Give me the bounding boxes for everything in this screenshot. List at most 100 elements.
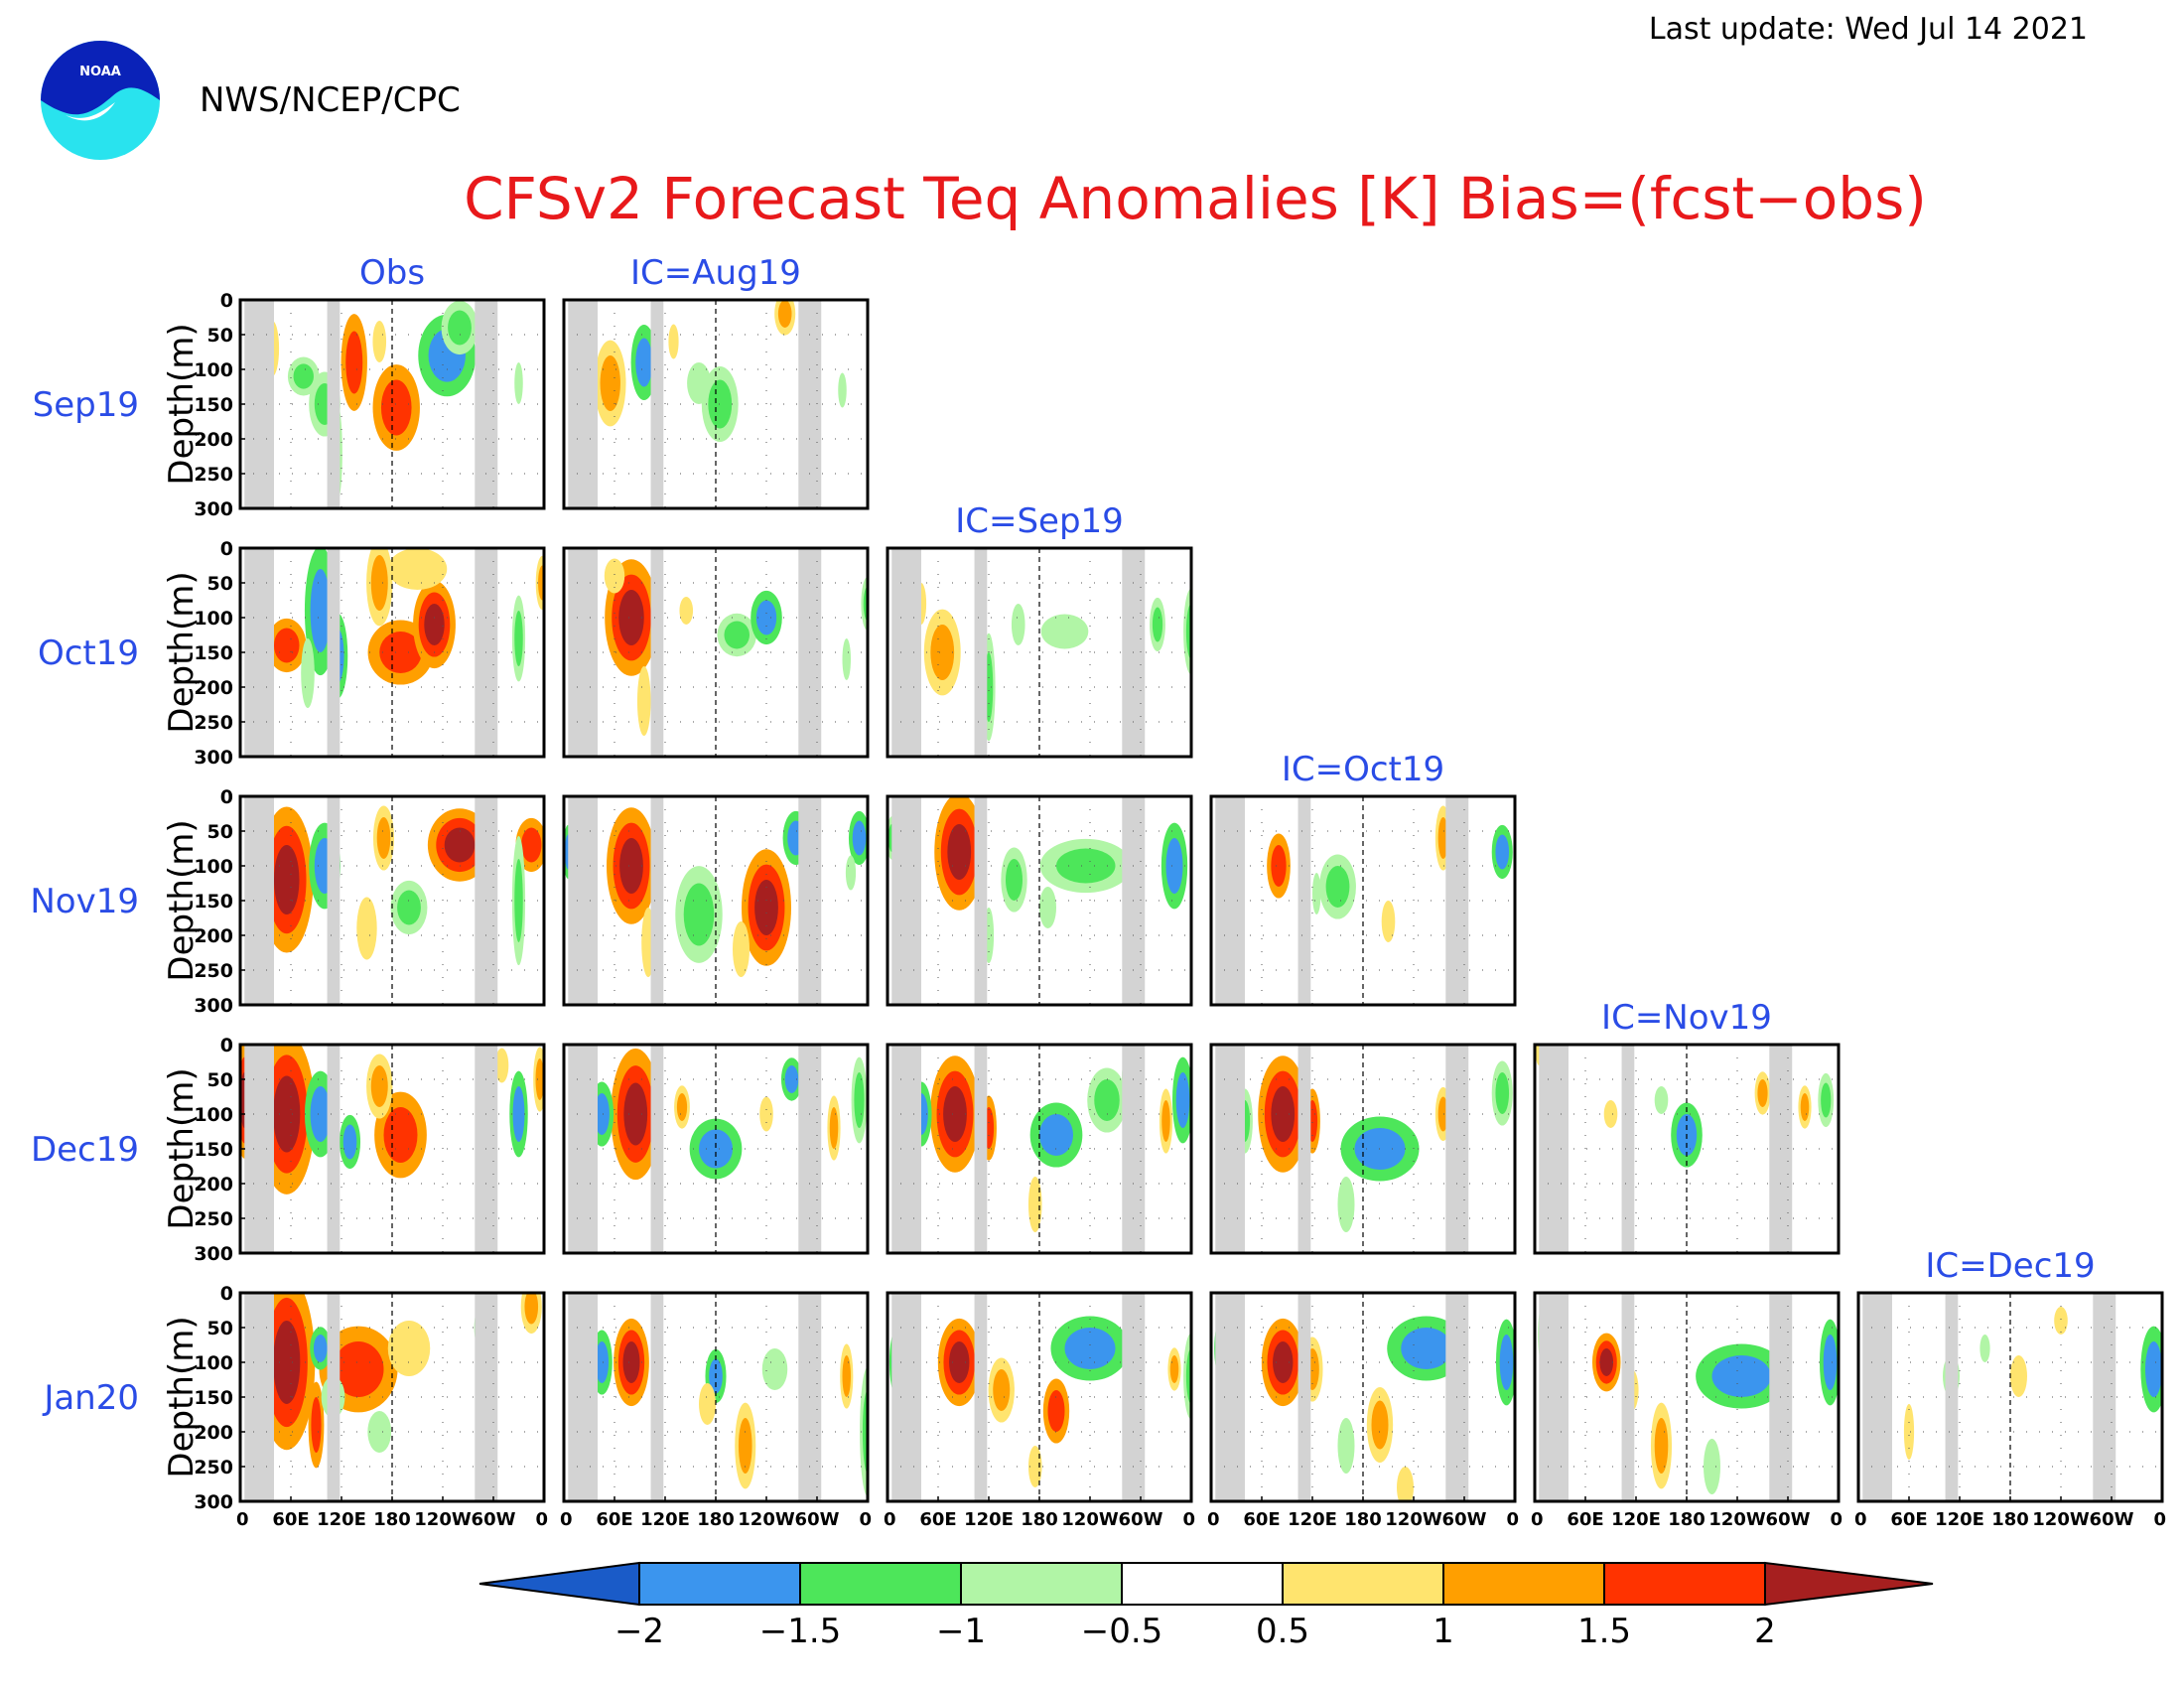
panel-r0-c1: IC=Aug19: [562, 253, 870, 510]
anomaly-contour: [618, 590, 644, 645]
panel-r2-c2: [886, 794, 1193, 1007]
land-band: [1215, 1293, 1245, 1501]
anomaly-contour: [1821, 1082, 1832, 1118]
panel-frame: [562, 794, 870, 1007]
y-tick-label: 50: [207, 821, 233, 843]
land-band: [244, 1045, 274, 1253]
x-tick-label: 180: [1668, 1509, 1706, 1530]
x-tick-label: 120E: [964, 1509, 1014, 1530]
x-tick-label: 60E: [1890, 1509, 1927, 1530]
anomaly-contour: [949, 1341, 970, 1383]
colorbar: −2 −1.5 −1 −0.5 0.5 1 1.5 2: [478, 1561, 1934, 1651]
land-band: [327, 1045, 341, 1253]
anomaly-contour: [2054, 1307, 2068, 1335]
land-band: [327, 796, 341, 1005]
anomaly-contour: [514, 362, 523, 404]
y-tick-label: 0: [220, 290, 233, 312]
panel-frame: [1209, 1043, 1517, 1255]
x-tick-label: 0: [1207, 1509, 1220, 1530]
land-band: [1621, 1293, 1635, 1501]
anomaly-contour: [1437, 817, 1448, 859]
colorbar-swatch: [638, 1562, 801, 1606]
anomaly-contour: [777, 300, 792, 328]
x-tick-label: 120W: [2032, 1509, 2090, 1530]
land-band: [974, 548, 988, 757]
noaa-logo-text: NOAA: [79, 65, 121, 79]
y-tick-label: 0: [220, 786, 233, 808]
anomaly-contour: [595, 1341, 610, 1383]
panel-frame: [1533, 1043, 1841, 1255]
x-tick-label: 120W: [1061, 1509, 1119, 1530]
anomaly-contour: [600, 355, 620, 411]
y-tick-label: 50: [207, 573, 233, 595]
anomaly-contour: [1064, 1328, 1116, 1369]
y-tick-label: 0: [220, 1035, 233, 1056]
land-band: [650, 1045, 664, 1253]
column-label: IC=Oct19: [1282, 750, 1444, 789]
anomaly-contour: [333, 1341, 384, 1397]
anomaly-contour: [1271, 845, 1287, 887]
anomaly-contour: [1094, 1079, 1120, 1121]
anomaly-contour: [301, 638, 315, 708]
land-band: [1297, 1045, 1311, 1253]
colorbar-arrow-high: [1764, 1561, 1934, 1607]
y-tick-label: 250: [194, 712, 233, 734]
x-tick-label: 60W: [2090, 1509, 2134, 1530]
land-band: [327, 548, 341, 757]
anomaly-contour: [619, 838, 643, 894]
x-tick-label: 0: [1830, 1509, 1843, 1530]
anomaly-contour: [342, 1124, 357, 1160]
x-tick-label: 60E: [1567, 1509, 1603, 1530]
anomaly-contour: [683, 883, 715, 946]
anomaly-contour: [1337, 1418, 1355, 1474]
anomaly-contour: [1903, 1404, 1915, 1460]
y-tick-label: 100: [194, 608, 233, 630]
anomaly-contour: [623, 1082, 648, 1146]
anomaly-contour: [1499, 1335, 1514, 1390]
column-label: IC=Dec19: [1925, 1246, 2095, 1286]
land-band: [327, 1293, 341, 1501]
y-tick-label: 150: [194, 394, 233, 416]
anomaly-contour: [370, 555, 388, 611]
colorbar-swatch: [960, 1562, 1123, 1606]
row-label: Nov19: [30, 882, 139, 921]
y-tick-label: 200: [194, 677, 233, 699]
y-tick-label: 250: [194, 960, 233, 982]
anomaly-contour: [1654, 1086, 1669, 1114]
anomaly-contour: [594, 1093, 610, 1135]
column-label: IC=Sep19: [955, 501, 1124, 541]
land-band: [568, 548, 598, 757]
x-tick-label: 60W: [472, 1509, 516, 1530]
last-update: Last update: Wed Jul 14 2021: [1649, 12, 2088, 47]
anomaly-contour: [273, 1075, 301, 1153]
anomaly-contour: [1603, 1100, 1618, 1128]
land-band: [244, 1293, 274, 1501]
anomaly-contour: [379, 632, 422, 673]
anomaly-contour: [947, 824, 972, 880]
land-band: [327, 300, 341, 508]
x-tick-label: 0: [236, 1509, 249, 1530]
anomaly-contour: [1823, 1335, 1838, 1390]
anomaly-contour: [636, 666, 651, 736]
anomaly-contour: [838, 372, 847, 408]
y-tick-label: 300: [194, 995, 233, 1017]
anomaly-contour: [387, 1321, 431, 1376]
anomaly-contour: [367, 1411, 392, 1453]
x-tick-label: 0: [859, 1509, 872, 1530]
y-tick-label: 100: [194, 856, 233, 878]
panel-r4-c2: 0 60E 120E 180 120W 60W 0: [884, 1291, 1195, 1530]
column-label: IC=Aug19: [630, 253, 801, 293]
anomaly-contour: [993, 1369, 1011, 1411]
org-label: NWS/NCEP/CPC: [200, 80, 461, 120]
y-tick-label: 150: [194, 1139, 233, 1161]
anomaly-contour: [635, 338, 653, 387]
colorbar-arrow-low: [478, 1561, 640, 1607]
land-band: [568, 796, 598, 1005]
panel-r2-c3: IC=Oct19: [1209, 750, 1517, 1007]
x-tick-label: 180: [697, 1509, 735, 1530]
anomaly-contour: [1495, 1072, 1510, 1114]
panel-r3-c1: [562, 1043, 870, 1255]
anomaly-contour: [854, 1072, 865, 1128]
x-tick-label: 120W: [414, 1509, 472, 1530]
